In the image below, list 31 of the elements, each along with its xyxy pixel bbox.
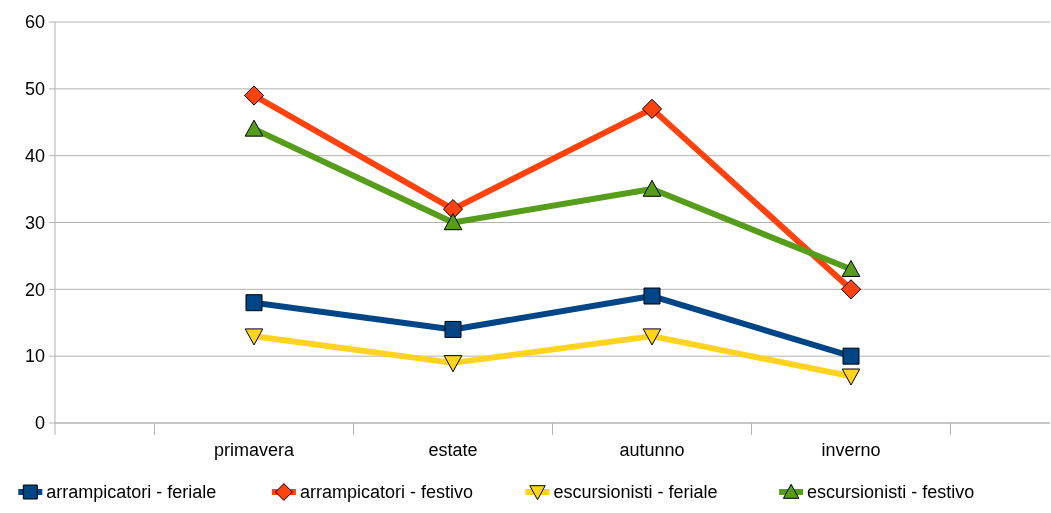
point	[443, 213, 463, 231]
legend-label: escursionisti - festivo	[807, 482, 975, 502]
point	[244, 119, 264, 137]
point	[842, 347, 860, 365]
legend-label: arrampicatori - festivo	[299, 482, 473, 502]
point	[642, 179, 662, 197]
x-tick-label: inverno	[821, 440, 881, 460]
y-tick-label: 20	[24, 279, 45, 300]
point	[443, 355, 463, 373]
y-tick-label: 40	[24, 145, 45, 166]
point	[442, 199, 464, 220]
point	[245, 294, 263, 312]
x-tick-label: primavera	[213, 440, 295, 460]
point	[841, 368, 861, 386]
point	[243, 85, 265, 106]
y-tick-label: 0	[34, 413, 45, 434]
point	[641, 98, 663, 119]
y-tick-label: 30	[24, 212, 45, 233]
legend-label: arrampicatori - feriale	[46, 482, 217, 502]
point	[643, 287, 661, 305]
point	[840, 279, 862, 300]
point	[841, 259, 861, 277]
y-tick-label: 10	[24, 346, 45, 367]
point	[642, 328, 662, 346]
point	[444, 320, 462, 338]
y-tick-label: 60	[24, 12, 45, 33]
point	[244, 328, 264, 346]
y-tick-label: 50	[24, 79, 45, 100]
x-tick-label: autunno	[619, 440, 685, 460]
x-tick-label: estate	[428, 440, 478, 460]
legend-label: escursionisti - feriale	[553, 482, 718, 502]
